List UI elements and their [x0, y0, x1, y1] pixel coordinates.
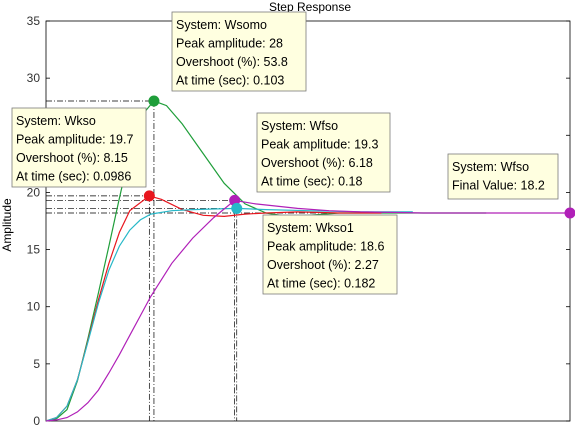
datatip-wkso[interactable]: System: Wkso Peak amplitude: 19.7 Overshoo… [11, 107, 147, 188]
datatip-text: System: Wfso [452, 160, 529, 174]
datatip-text: System: Wfso [261, 119, 338, 133]
y-tick-label: 0 [33, 414, 40, 426]
datatip-box [11, 107, 147, 188]
y-tick-label: 35 [27, 14, 41, 28]
series-line-wkso1 [45, 207, 413, 422]
y-tick-label: 20 [27, 185, 41, 199]
datatip-text: Overshoot (%): 53.8 [176, 55, 288, 69]
chart-title: Step Response [269, 0, 351, 14]
datatip-wfso[interactable]: System: Wfso Final Value: 18.2 [447, 153, 559, 200]
datatip-text: At time (sec): 0.0986 [16, 170, 131, 184]
data-point-wfso[interactable] [564, 207, 575, 219]
datatip-box [447, 153, 559, 200]
y-tick-label: 5 [33, 357, 40, 371]
data-point-wkso1[interactable] [231, 202, 243, 214]
datatip-box [171, 11, 307, 92]
datatip-text: Overshoot (%): 6.18 [261, 156, 373, 170]
datatip-text: Peak amplitude: 18.6 [267, 240, 384, 254]
data-point-wsomo[interactable] [148, 95, 160, 107]
datatip-text: System: Wkso [16, 114, 96, 128]
datatip-box [256, 112, 391, 193]
y-tick-label: 10 [27, 300, 41, 314]
y-axis-label: Amplitude [0, 198, 14, 252]
datatip-text: System: Wsomo [176, 18, 267, 32]
data-point-wkso[interactable] [143, 190, 155, 202]
datatip-text: Peak amplitude: 19.7 [16, 133, 133, 147]
datatip-text: System: Wkso1 [267, 221, 354, 235]
datatip-wfso[interactable]: System: Wfso Peak amplitude: 19.3 Overshoo… [256, 112, 391, 193]
datatip-text: Peak amplitude: 19.3 [261, 138, 378, 152]
y-tick-label: 30 [27, 71, 41, 85]
datatip-box [262, 214, 398, 295]
datatip-text: Overshoot (%): 8.15 [16, 151, 128, 165]
datatip-text: At time (sec): 0.103 [176, 74, 284, 88]
series-line-wfso [45, 199, 570, 422]
datatip-text: Peak amplitude: 28 [176, 37, 283, 51]
datatip-text: At time (sec): 0.18 [261, 175, 362, 189]
datatip-wsomo[interactable]: System: Wsomo Peak amplitude: 28 Overshoot… [171, 11, 307, 92]
datatip-text: Final Value: 18.2 [452, 179, 545, 193]
datatip-wkso1[interactable]: System: Wkso1 Peak amplitude: 18.6 Oversho… [262, 214, 398, 295]
datatip-text: Overshoot (%): 2.27 [267, 258, 379, 272]
y-tick-label: 15 [27, 243, 41, 257]
datatip-text: At time (sec): 0.182 [267, 277, 375, 291]
